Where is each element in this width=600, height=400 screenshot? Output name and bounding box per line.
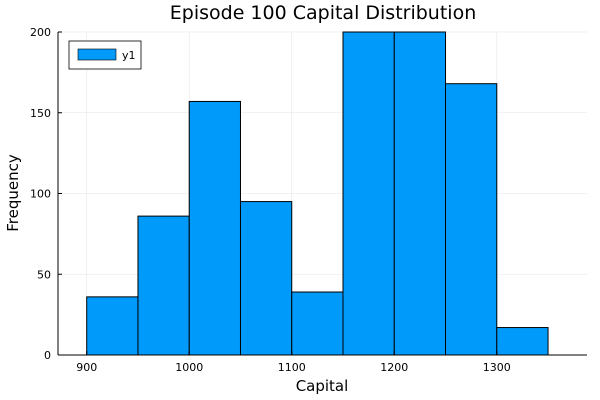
- chart-title: Episode 100 Capital Distribution: [170, 2, 476, 24]
- y-tick-label-2: 100: [30, 188, 51, 201]
- bar-950-1000: [137, 215, 190, 356]
- bar-1300-1350: [496, 327, 549, 356]
- bar-1100-1150: [291, 291, 344, 356]
- bar-1000-1050: [188, 100, 241, 356]
- x-tick-label-3: 1200: [380, 361, 408, 374]
- x-axis-ticks: 900 1000 1100 1200 1300: [76, 351, 511, 374]
- x-tick-label-4: 1300: [483, 361, 511, 374]
- y-axis-ticks: 0 50 100 150 200: [30, 26, 62, 362]
- y-tick-label-1: 50: [37, 268, 51, 281]
- bar-1250-1300: [445, 83, 498, 356]
- y-axis-label: Frequency: [4, 154, 22, 232]
- legend: y1: [68, 40, 142, 70]
- legend-entry-label: y1: [122, 49, 136, 62]
- y-tick-label-3: 150: [30, 107, 51, 120]
- bar-1150-1200: [342, 31, 395, 356]
- bar-1200-1250: [393, 31, 447, 356]
- x-tick-label-1: 1000: [175, 361, 203, 374]
- bar-900-950: [86, 296, 139, 356]
- bar-1050-1100: [239, 201, 293, 356]
- y-tick-label-4: 200: [30, 26, 51, 39]
- y-tick-label-0: 0: [44, 349, 51, 362]
- x-axis-label: Capital: [296, 377, 349, 395]
- legend-swatch: [77, 48, 117, 61]
- x-tick-label-0: 900: [76, 361, 97, 374]
- x-tick-label-2: 1100: [278, 361, 306, 374]
